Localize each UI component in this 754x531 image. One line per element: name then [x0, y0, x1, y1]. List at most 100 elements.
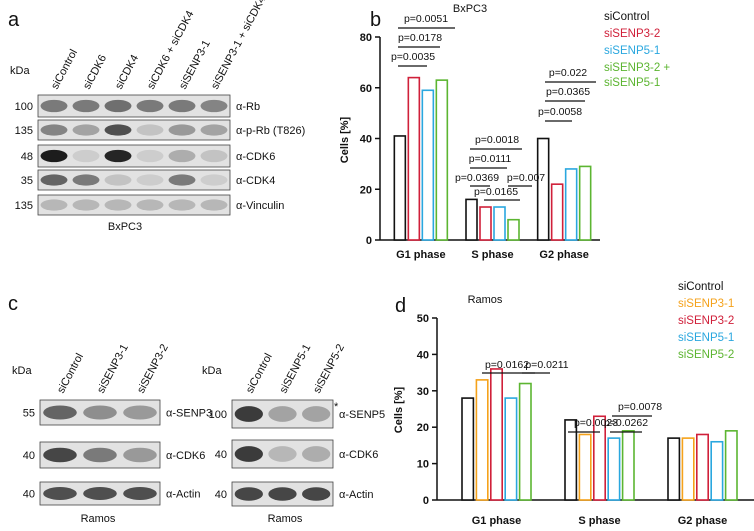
p-value: p=0.007: [507, 172, 545, 184]
p-value: p=0.0078: [618, 401, 662, 413]
blot-band: [136, 124, 164, 136]
blot-band: [104, 199, 132, 211]
marker-label: 135: [15, 200, 33, 212]
bar: [461, 397, 475, 501]
p-value: p=0.0262: [604, 417, 648, 429]
blot-strip: [231, 439, 334, 469]
antibody-label: α-p-Rb (T826): [236, 125, 305, 137]
blot-band: [72, 124, 100, 136]
legend-entry: siSENP5-1: [678, 332, 735, 344]
p-value: p=0.0162: [485, 359, 529, 371]
blot-band: [168, 124, 196, 136]
x-tick-label: G1 phase: [472, 515, 522, 527]
antibody-label: α-CDK6: [339, 449, 378, 461]
bar: [695, 433, 709, 501]
bar: [504, 397, 518, 501]
blot-band: [168, 199, 196, 211]
lane-label: siControl: [49, 47, 80, 91]
bar: [518, 382, 532, 501]
p-value: p=0.0365: [546, 86, 590, 98]
bar: [407, 76, 421, 241]
blot-band: [40, 149, 68, 163]
y-tick-label: 40: [417, 349, 429, 361]
kda-label: kDa: [12, 365, 32, 377]
blot-band: [72, 174, 100, 186]
lane-label: siSENP3-1: [95, 342, 131, 395]
legend-entry: siSENP3-2: [604, 28, 661, 40]
blot-band: [234, 446, 263, 462]
y-tick-label: 20: [360, 184, 372, 196]
p-value: p=0.0111: [469, 153, 512, 165]
panel-label: a: [8, 9, 20, 31]
blot-band: [168, 174, 196, 186]
bar: [578, 433, 592, 501]
x-tick-label: G2 phase: [678, 515, 728, 527]
chart-title: BxPC3: [453, 3, 487, 15]
p-value: p=0.022: [549, 67, 587, 79]
blot-band: [302, 446, 331, 462]
legend-entry: siControl: [604, 11, 650, 23]
blot-band: [200, 149, 228, 163]
blot-band: [83, 447, 117, 463]
y-tick-label: 0: [423, 495, 429, 507]
y-tick-label: 80: [360, 32, 372, 44]
blot-band: [302, 406, 331, 422]
antibody-label: α-CDK6: [166, 450, 205, 462]
p-value: p=0.0058: [538, 106, 582, 118]
blot-band: [268, 406, 297, 422]
marker-label: 40: [215, 489, 227, 501]
bar: [621, 430, 635, 501]
bar: [421, 89, 435, 241]
bar: [681, 437, 695, 501]
bar: [475, 379, 489, 501]
asterisk: *: [334, 401, 339, 413]
panel-label: c: [8, 293, 18, 315]
lane-label: siSENP3-1: [177, 38, 213, 91]
antibody-label: α-Rb: [236, 101, 260, 113]
blot-band: [43, 487, 77, 500]
blot-strip: [37, 144, 231, 168]
blot-band: [40, 99, 68, 113]
antibody-label: α-Actin: [339, 489, 373, 501]
y-tick-label: 40: [360, 134, 372, 146]
blot-band: [43, 447, 77, 463]
legend-entry: siControl: [678, 281, 724, 293]
blot-band: [136, 174, 164, 186]
bar: [724, 430, 738, 501]
legend-entry: siSENP5-1: [604, 45, 661, 57]
blot-band: [200, 99, 228, 113]
p-value: p=0.0369: [455, 172, 499, 184]
y-tick-label: 20: [417, 422, 429, 434]
marker-label: 40: [23, 489, 35, 501]
marker-label: 48: [21, 151, 33, 163]
blot-band: [234, 487, 263, 501]
bar: [493, 206, 506, 241]
lane-label: siControl: [55, 351, 86, 395]
marker-label: 40: [23, 450, 35, 462]
legend-entry: siSENP3-1: [678, 298, 735, 310]
blot-band: [234, 406, 263, 422]
antibody-label: α-CDK4: [236, 175, 275, 187]
y-tick-label: 50: [417, 313, 429, 325]
bar: [536, 137, 550, 241]
lane-label: siControl: [244, 351, 275, 395]
lane-label: siCDK6: [81, 53, 109, 92]
marker-label: 35: [21, 175, 33, 187]
bar: [465, 198, 478, 241]
antibody-label: α-CDK6: [236, 151, 275, 163]
y-tick-label: 10: [417, 459, 429, 471]
cell-line-label: Ramos: [268, 513, 303, 525]
blot-band: [40, 124, 68, 136]
kda-label: kDa: [10, 65, 30, 77]
bar: [710, 440, 724, 501]
blot-band: [200, 124, 228, 136]
antibody-label: α-SENP5: [339, 409, 385, 421]
blot-band: [168, 149, 196, 163]
y-tick-label: 30: [417, 386, 429, 398]
blot-band: [123, 487, 157, 500]
blot-band: [104, 174, 132, 186]
blot-band: [123, 447, 157, 463]
p-value: p=0.0035: [391, 51, 435, 63]
x-tick-label: G1 phase: [396, 249, 446, 261]
bar: [393, 135, 407, 241]
